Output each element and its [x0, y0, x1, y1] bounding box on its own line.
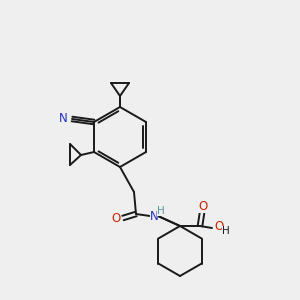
Text: N: N — [150, 209, 158, 223]
Text: H: H — [222, 226, 230, 236]
Text: H: H — [157, 206, 165, 216]
Text: O: O — [198, 200, 208, 212]
Text: O: O — [214, 220, 224, 233]
Text: O: O — [111, 212, 121, 226]
Text: N: N — [58, 112, 68, 124]
